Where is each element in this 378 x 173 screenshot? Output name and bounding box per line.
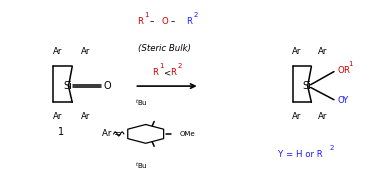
Text: R: R	[343, 66, 349, 75]
Text: –: –	[149, 17, 153, 26]
Text: Y: Y	[343, 96, 349, 105]
Text: (Steric Bulk): (Steric Bulk)	[138, 44, 191, 53]
Text: $^t$Bu: $^t$Bu	[135, 97, 148, 108]
Text: R: R	[137, 17, 143, 26]
Text: O: O	[161, 17, 168, 26]
Text: Ar: Ar	[81, 112, 90, 121]
Text: R: R	[152, 68, 158, 77]
Text: Ar: Ar	[53, 112, 63, 121]
Text: Ar =: Ar =	[102, 129, 121, 138]
Text: –: –	[170, 17, 175, 26]
Text: O: O	[338, 66, 344, 75]
Text: Ar: Ar	[81, 47, 90, 56]
Text: OMe: OMe	[179, 131, 195, 137]
Text: R: R	[170, 68, 176, 77]
Text: 2: 2	[194, 12, 198, 18]
Text: Si: Si	[63, 81, 72, 91]
Text: Si: Si	[302, 81, 311, 91]
Text: Ar: Ar	[293, 47, 302, 56]
Text: Ar: Ar	[318, 47, 327, 56]
Text: 1: 1	[144, 12, 149, 18]
Text: O: O	[104, 81, 111, 91]
Text: Ar: Ar	[293, 112, 302, 121]
Text: O: O	[338, 96, 344, 105]
Text: 2: 2	[178, 63, 182, 69]
Text: $^t$Bu: $^t$Bu	[135, 160, 148, 171]
Text: Y = H or R: Y = H or R	[278, 150, 322, 159]
Text: 1: 1	[58, 127, 64, 137]
Text: Ar: Ar	[318, 112, 327, 121]
Text: Ar: Ar	[53, 47, 63, 56]
Text: 2: 2	[330, 145, 334, 151]
Text: R: R	[186, 17, 192, 26]
Text: 1: 1	[160, 63, 164, 69]
Text: <: <	[163, 68, 170, 77]
Text: 1: 1	[349, 61, 353, 67]
